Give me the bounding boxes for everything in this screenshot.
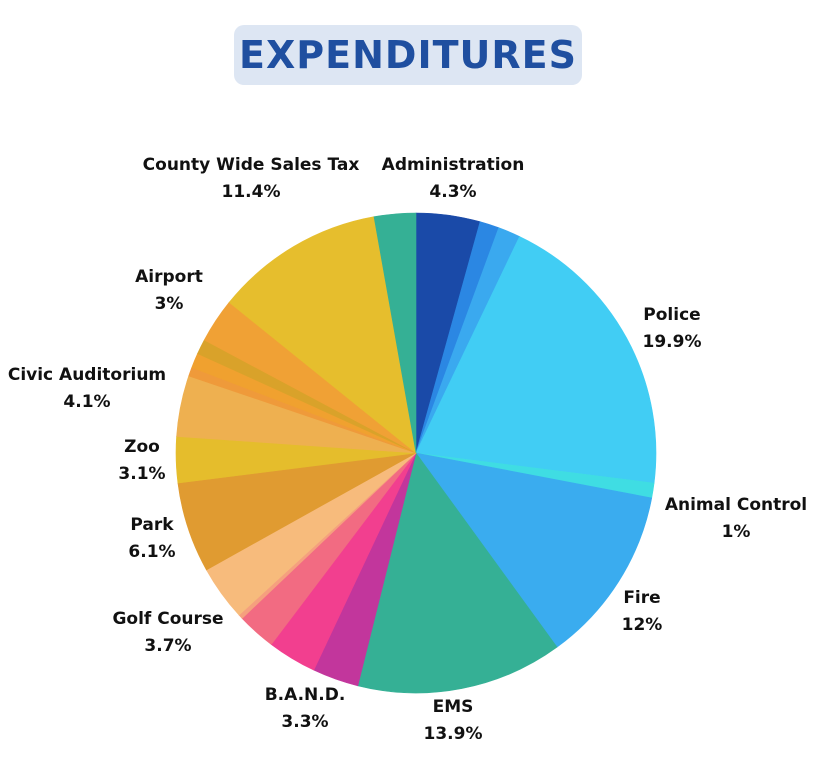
label-pct-administration: 4.3% [429, 182, 476, 202]
label-name-golf-course: Golf Course [112, 609, 223, 629]
label-name-county-wide-sales-tax: County Wide Sales Tax [143, 155, 360, 175]
label-name-administration: Administration [382, 155, 525, 175]
label-pct-golf-course: 3.7% [144, 636, 191, 656]
label-name-airport: Airport [135, 267, 203, 287]
label-pct-animal-control: 1% [722, 522, 751, 542]
slice-labels: Administration 4.3% Police 19.9% Animal Cont… [8, 155, 807, 744]
label-name-ems: EMS [433, 697, 474, 717]
slice-police [415, 236, 657, 484]
label-pct-zoo: 3.1% [118, 464, 165, 484]
label-pct-ems: 13.9% [424, 724, 483, 744]
title-banner: EXPENDITURES [234, 25, 582, 85]
label-pct-park: 6.1% [128, 542, 175, 562]
slice-county-wide-sales-tax [228, 216, 417, 454]
label-pct-police: 19.9% [643, 332, 702, 352]
pie-slices [175, 212, 657, 694]
label-pct-civic-auditorium: 4.1% [63, 392, 110, 412]
label-name-zoo: Zoo [124, 437, 160, 457]
label-pct-airport: 3% [155, 294, 184, 314]
slice-ems [357, 452, 558, 694]
label-name-fire: Fire [623, 588, 660, 608]
label-pct-fire: 12% [622, 615, 663, 635]
label-pct-b-a-n-d: 3.3% [281, 712, 328, 732]
slice-unlabeled-20 [373, 212, 417, 454]
label-name-animal-control: Animal Control [665, 495, 807, 515]
label-name-b-a-n-d: B.A.N.D. [265, 685, 346, 705]
label-name-police: Police [643, 305, 700, 325]
label-pct-county-wide-sales-tax: 11.4% [222, 182, 281, 202]
slice-fire [415, 452, 653, 648]
label-name-civic-auditorium: Civic Auditorium [8, 365, 166, 385]
label-name-park: Park [130, 515, 174, 535]
chart-title: EXPENDITURES [239, 33, 577, 77]
